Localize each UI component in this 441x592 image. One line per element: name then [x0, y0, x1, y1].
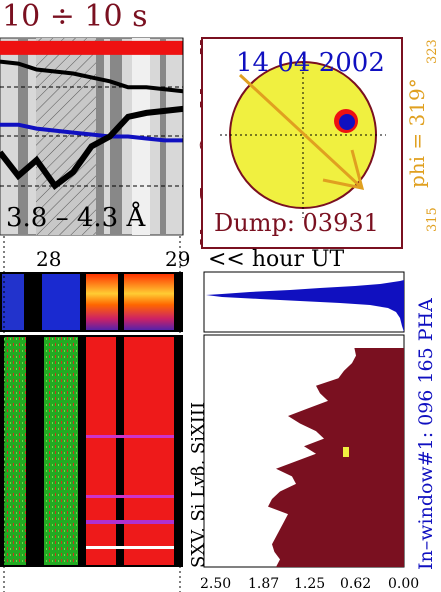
strip-blue-block	[42, 274, 80, 330]
header-title: 10 ÷ 10 s	[2, 0, 148, 34]
spectrogram-main	[0, 335, 183, 567]
spec-magenta-line	[86, 520, 174, 524]
pha-tick: 0.62	[340, 576, 371, 592]
active-region-core	[339, 114, 355, 130]
spec-red-block	[86, 337, 116, 565]
strip-blue-block	[2, 274, 24, 330]
goes-series-line	[0, 59, 184, 94]
goes-series-line	[0, 105, 184, 191]
sun-date-label: 14 04 2002	[236, 48, 385, 78]
pha-area-group	[268, 348, 404, 567]
pha-area-fill	[268, 348, 404, 567]
pha-tick: 0.00	[388, 576, 419, 592]
spec-green-block	[4, 337, 26, 565]
time-unit-label: << hour UT	[208, 247, 344, 272]
time-tick-28: 28	[36, 247, 61, 271]
phi-bottom-tick: 315	[425, 207, 440, 232]
spec-green-block	[44, 337, 78, 565]
spec-magenta-line	[86, 435, 174, 438]
sun-dump-label: Dump: 03931	[214, 209, 379, 237]
goes-series-line	[0, 122, 183, 143]
phi-label: phi = 319°	[405, 78, 429, 188]
view-direction-arrowhead	[322, 149, 365, 190]
view-direction-arrow	[238, 73, 364, 190]
pha-top-profile	[206, 280, 404, 332]
pha-main-panel	[203, 334, 405, 568]
spectrogram-top-strip	[0, 272, 183, 332]
pha-tick: 2.50	[200, 576, 231, 592]
strip-gradient-block	[86, 274, 118, 330]
phi-top-tick: 323	[425, 39, 440, 64]
pha-top-panel	[203, 271, 405, 333]
goes-series-group	[0, 40, 184, 191]
pha-xaxis: 2.50 1.87 1.25 0.62 0.00	[200, 576, 419, 592]
strip-gradient-block	[124, 274, 174, 330]
spec-magenta-line	[86, 495, 174, 498]
spec-white-line	[86, 546, 174, 549]
pha-marker	[343, 447, 349, 457]
pha-tick: 1.25	[294, 576, 325, 592]
spec-red-block	[124, 337, 174, 565]
goes-band-label: 3.8 – 4.3 Å	[6, 201, 146, 233]
goes-panel: 3.8 – 4.3 Å X M C B A	[0, 37, 219, 245]
pha-tick: 1.87	[248, 576, 279, 592]
time-tick-29: 29	[165, 247, 190, 271]
window-label: In–window#1: 096 165 PHA	[415, 298, 437, 570]
sun-panel: 14 04 2002 Dump: 03931	[201, 37, 403, 249]
